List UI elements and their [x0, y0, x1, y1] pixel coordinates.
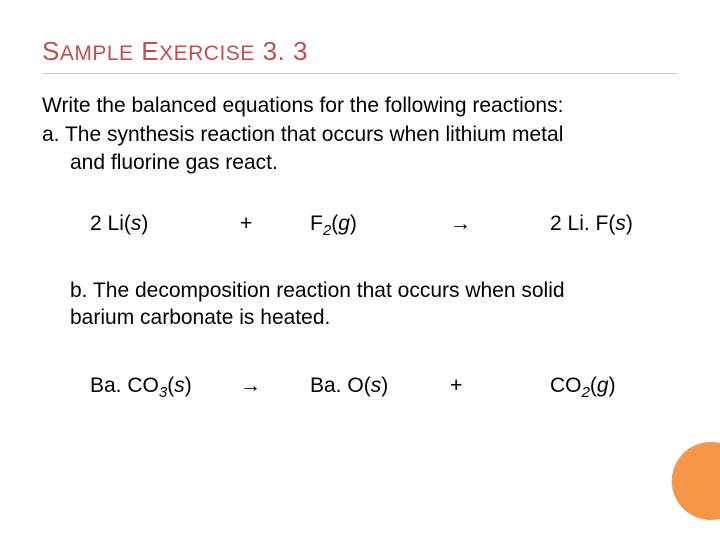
part-a-line2: and fluorine gas react.	[42, 149, 678, 176]
prompt-text: Write the balanced equations for the fol…	[42, 92, 678, 119]
slide-title: SAMPLE EXERCISE 3. 3	[42, 36, 678, 67]
title-w2-big: E	[141, 36, 159, 66]
eq1-term3: 2 Li. F(s)	[550, 212, 633, 236]
eq1-term1: 2 Li(s)	[90, 212, 240, 236]
eq2-arrow: →	[240, 374, 310, 398]
title-number: 3. 3	[263, 36, 308, 66]
eq1-term2: F2(g)	[310, 212, 450, 239]
title-rule	[42, 73, 678, 74]
eq2-term3: CO2(g)	[550, 374, 616, 401]
part-a-line1: a. The synthesis reaction that occurs wh…	[42, 121, 678, 148]
part-b: b. The decomposition reaction that occur…	[70, 277, 618, 332]
equation-2: Ba. CO3(s) → Ba. O(s) + CO2(g)	[90, 374, 678, 401]
eq2-term1: Ba. CO3(s)	[90, 374, 240, 401]
eq2-term2: Ba. O(s)	[310, 374, 450, 398]
title-w2-rest: XERCISE	[159, 42, 255, 65]
eq1-arrow: →	[450, 212, 550, 236]
eq2-plus: +	[450, 374, 550, 398]
part-a: a. The synthesis reaction that occurs wh…	[42, 121, 678, 176]
decorative-circle	[672, 442, 720, 520]
title-w1-rest: AMPLE	[60, 42, 134, 65]
eq1-plus: +	[240, 212, 310, 236]
equation-1: 2 Li(s) + F2(g) → 2 Li. F(s)	[90, 212, 678, 239]
title-w1-big: S	[42, 36, 60, 66]
